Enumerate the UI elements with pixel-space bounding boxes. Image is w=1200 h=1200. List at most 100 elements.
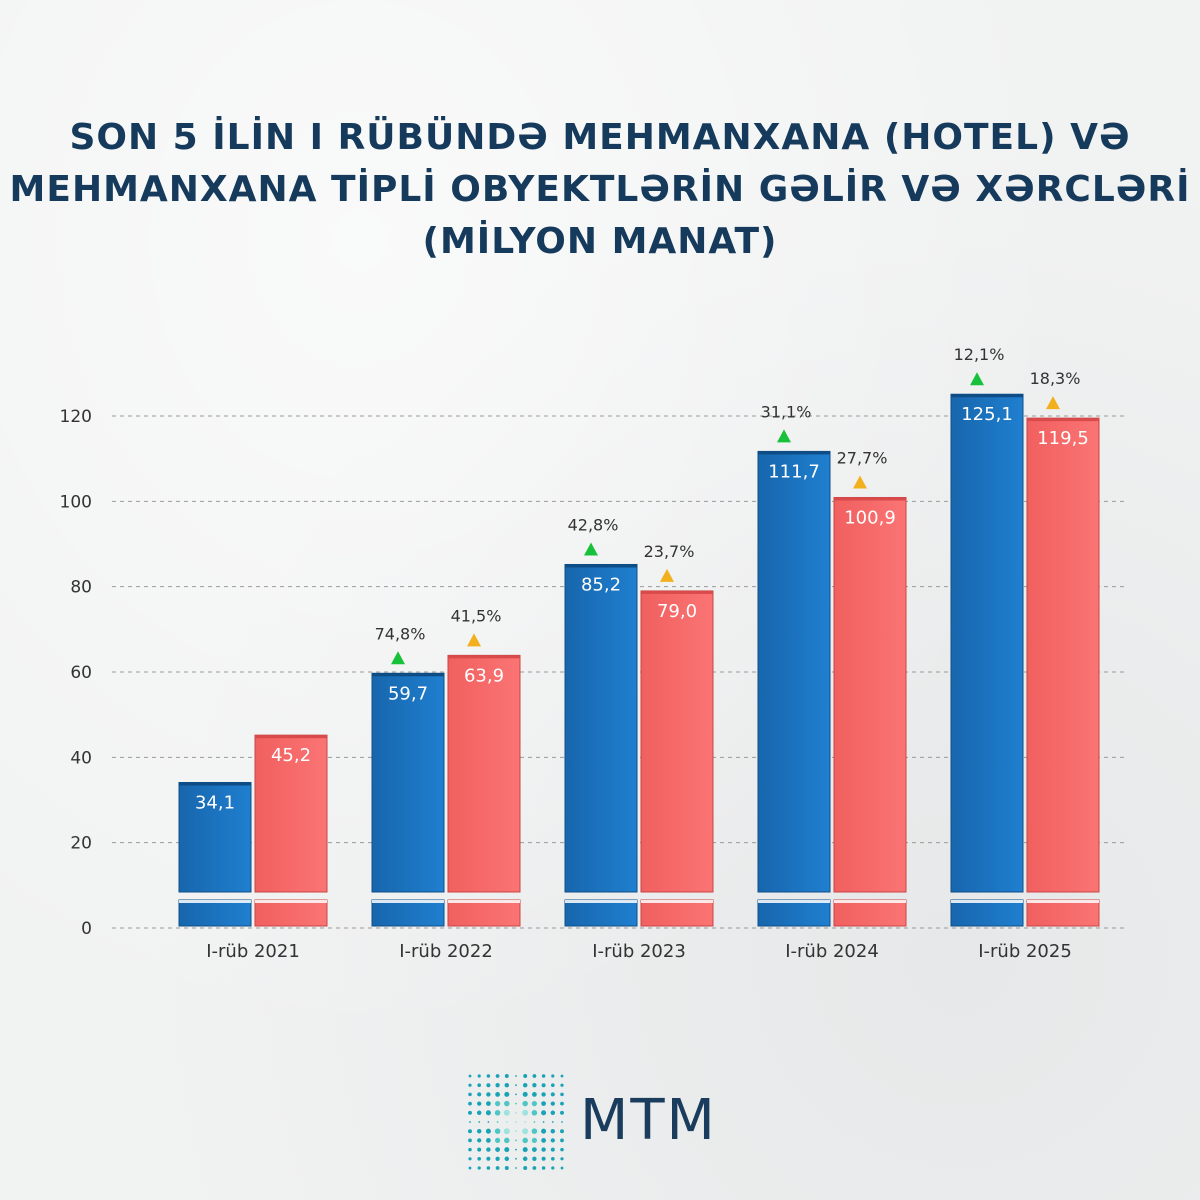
logo-dot [515,1102,517,1105]
bar-top-edge [834,497,906,501]
logo-dot [494,1128,501,1134]
bar-top-edge [641,590,713,594]
logo-dot [468,1157,472,1161]
income-value-label: 111,7 [768,461,820,482]
logo-dot [550,1092,555,1097]
logo-dot [532,1092,537,1097]
logo-dot [515,1139,517,1142]
logo-dot [477,1156,482,1161]
income-bar-base [178,899,252,927]
bar-break-highlight [255,900,327,903]
logo-dot [550,1110,556,1116]
up-arrow-icon [584,542,598,556]
logo-dot [486,1083,491,1088]
logo-dot [560,1074,564,1078]
logo-dot [485,1110,491,1116]
logo-dot [468,1074,472,1078]
income-bar-base [757,899,831,927]
y-tick-label: 0 [81,919,92,939]
logo-dot [522,1091,528,1097]
income-change-label: 74,8% [375,624,426,643]
up-arrow-icon [777,429,791,443]
logo-dot [541,1166,546,1170]
logo-dot [477,1166,481,1170]
expense-value-label: 63,9 [464,665,504,686]
logo-dot [560,1110,564,1115]
x-tick-label: I-rüb 2022 [399,941,493,962]
expense-bar [640,590,714,893]
income-change-label: 12,1% [954,345,1005,364]
logo-dot [476,1110,482,1116]
logo-dot [496,1121,499,1123]
expense-value-label: 45,2 [271,745,311,766]
bar-top-edge [565,564,637,568]
logo-dot [468,1110,472,1115]
logo-dot [522,1156,528,1162]
logo-text: MTM [580,1088,717,1153]
bar-break-highlight [1027,900,1099,903]
bar-break-highlight [758,900,830,903]
logo-dot [541,1074,546,1078]
bar-break-highlight [179,900,251,903]
logo-dot [524,1121,527,1123]
logo-dot [522,1147,528,1153]
x-tick-label: I-rüb 2024 [785,941,879,962]
bar-break-highlight [448,900,520,903]
mtm-logo-icon [468,1074,564,1170]
x-tick-label: I-rüb 2021 [206,941,300,962]
expense-change-label: 41,5% [451,606,502,625]
logo-dot [541,1138,546,1143]
logo-dot [495,1092,500,1097]
logo-dot [477,1101,482,1106]
logo-dot [541,1156,546,1161]
y-tick-label: 100 [60,492,92,512]
income-bar-base [371,899,445,927]
y-tick-label: 60 [70,663,92,683]
logo-dot [495,1147,500,1152]
logo-dot [560,1166,564,1170]
logo-dot [468,1138,472,1143]
y-tick-label: 80 [70,578,92,598]
logo-dot [515,1157,517,1160]
bar-top-edge [758,451,830,455]
x-tick-label: I-rüb 2025 [978,941,1072,962]
up-arrow-icon [660,568,674,582]
expense-bar [254,734,328,893]
expense-change-label: 23,7% [644,542,695,561]
logo-dot [560,1138,564,1143]
logo-dot [560,1147,564,1152]
bar-top-edge [448,655,520,659]
logo-dot [550,1128,556,1134]
logo-dot [531,1128,538,1134]
expense-value-label: 119,5 [1037,428,1089,449]
logo-dot [494,1137,501,1144]
logo-dot [494,1100,501,1107]
logo-dot [515,1121,517,1123]
logo-dot [486,1166,491,1170]
up-arrow-icon [391,651,405,665]
logo-dot [487,1121,490,1123]
bar-break-highlight [565,900,637,903]
logo-dot [551,1166,555,1170]
chart-title: SON 5 İLİN I RÜBÜNDƏ MEHMANXANA (HOTEL) … [0,112,1200,268]
logo-dot [477,1083,482,1088]
y-tick-label: 120 [60,407,92,427]
expense-change-label: 27,7% [837,448,888,467]
logo-dot [541,1083,546,1088]
expense-bar-base [640,899,714,927]
title-line-1: SON 5 İLİN I RÜBÜNDƏ MEHMANXANA (HOTEL) … [69,117,1131,158]
logo-dot [504,1091,510,1097]
logo-dot [504,1082,510,1088]
expense-bar-base [833,899,907,927]
logo-dot [494,1110,501,1116]
title-line-2: MEHMANXANA TİPLİ OBYEKTLƏRİN GƏLİR VƏ XƏ… [9,169,1191,210]
logo-dot [532,1083,537,1088]
logo-dot [533,1121,536,1123]
income-bar [371,672,445,893]
logo-dot [522,1082,528,1088]
logo-dot [468,1166,472,1170]
logo-dot [495,1083,500,1088]
logo-dot [504,1100,510,1107]
logo-dot [542,1121,545,1123]
logo-dot [523,1074,528,1078]
